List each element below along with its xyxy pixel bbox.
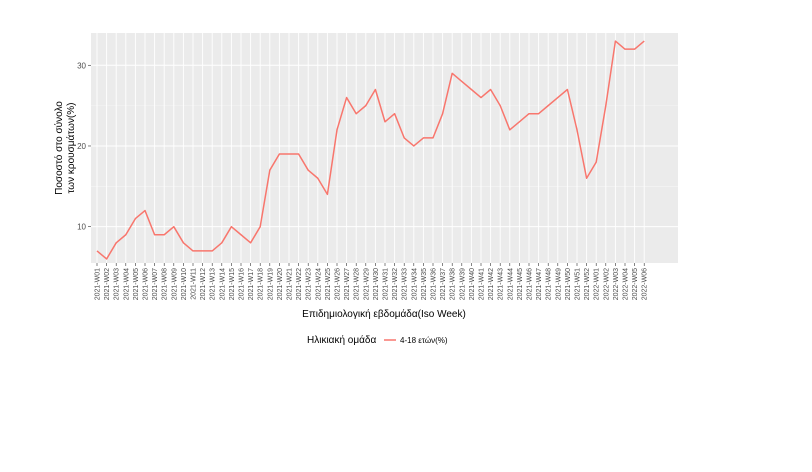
x-tick-label: 2021-W43	[498, 268, 505, 300]
x-tick-label: 2021-W06	[143, 268, 150, 300]
x-axis-title: Επιδημιολογική εβδομάδα(Iso Week)	[302, 308, 466, 320]
x-tick-label: 2021-W30	[373, 268, 380, 300]
x-tick-label: 2021-W23	[306, 268, 313, 300]
x-tick-label: 2021-W12	[200, 268, 207, 300]
x-tick-label: 2021-W17	[248, 268, 255, 300]
x-tick-label: 2022-W04	[623, 268, 630, 300]
x-tick-label: 2021-W28	[354, 268, 361, 300]
x-tick-label: 2021-W50	[565, 268, 572, 300]
x-tick-label: 2022-W01	[594, 268, 601, 300]
x-tick-label: 2021-W07	[152, 268, 159, 300]
x-tick-label: 2021-W48	[546, 268, 553, 300]
x-tick-label: 2021-W44	[507, 268, 514, 300]
x-tick-label: 2021-W10	[181, 268, 188, 300]
x-tick-label: 2021-W41	[479, 268, 486, 300]
x-tick-label: 2022-W02	[603, 268, 610, 300]
x-tick-label: 2022-W05	[632, 268, 639, 300]
x-tick-label: 2021-W45	[517, 268, 524, 300]
x-tick-label: 2021-W47	[536, 268, 543, 300]
plot-panel	[91, 33, 678, 263]
x-tick-label: 2021-W21	[287, 268, 294, 300]
y-axis-title-line-1: Ποσοστό στο σύνολο	[53, 101, 65, 195]
x-tick-label: 2021-W02	[104, 268, 111, 300]
x-tick-label: 2021-W05	[133, 268, 140, 300]
x-tick-label: 2021-W03	[114, 268, 121, 300]
y-axis-ticks: 10 20 30	[77, 61, 91, 232]
x-tick-label: 2021-W13	[210, 268, 217, 300]
y-axis-title-line-2: των κρουσμάτων(%)	[65, 103, 77, 194]
x-tick-label: 2021-W37	[440, 268, 447, 300]
x-tick-label: 2021-W08	[162, 268, 169, 300]
x-tick-label: 2021-W25	[325, 268, 332, 300]
x-tick-label: 2021-W27	[344, 268, 351, 300]
x-tick-label: 2021-W11	[191, 268, 198, 300]
x-tick-label: 2021-W14	[219, 268, 226, 300]
legend: Ηλικιακή ομάδα 4-18 ετών(%)	[307, 334, 448, 346]
x-tick-label: 2021-W51	[575, 268, 582, 300]
y-tick-label: 20	[77, 142, 86, 151]
x-tick-label: 2021-W33	[402, 268, 409, 300]
x-tick-label: 2021-W18	[258, 268, 265, 300]
series-line	[96, 40, 645, 260]
y-tick-label: 10	[77, 223, 86, 232]
x-tick-label: 2021-W49	[555, 268, 562, 300]
x-tick-label: 2021-W20	[277, 268, 284, 300]
x-tick-label: 2021-W09	[171, 268, 178, 300]
x-tick-label: 2021-W26	[335, 268, 342, 300]
legend-label: 4-18 ετών(%)	[400, 336, 448, 345]
legend-title: Ηλικιακή ομάδα	[307, 334, 376, 346]
x-tick-label: 2021-W36	[431, 268, 438, 300]
x-tick-label: 2021-W42	[488, 268, 495, 300]
x-tick-label: 2021-W52	[584, 268, 591, 300]
x-tick-label: 2022-W03	[613, 268, 620, 300]
x-tick-label: 2021-W38	[450, 268, 457, 300]
x-tick-label: 2021-W19	[267, 268, 274, 300]
x-tick-label: 2022-W06	[642, 268, 649, 300]
y-tick-label: 30	[77, 61, 86, 70]
x-tick-label: 2021-W04	[123, 268, 130, 300]
x-tick-label: 2021-W29	[363, 268, 370, 300]
x-tick-label: 2021-W32	[392, 268, 399, 300]
x-tick-label: 2021-W40	[469, 268, 476, 300]
major-gridlines	[91, 33, 678, 263]
x-tick-label: 2021-W22	[296, 268, 303, 300]
x-tick-label: 2021-W34	[411, 268, 418, 300]
x-axis-ticks: 2021-W01 2021-W02 2021-W03 2021-W04 2021-W05…	[95, 263, 649, 300]
x-tick-label: 2021-W35	[421, 268, 428, 300]
x-tick-label: 2021-W46	[527, 268, 534, 300]
y-axis-title: Ποσοστό στο σύνολο των κρουσμάτων(%)	[53, 101, 77, 195]
x-tick-label: 2021-W31	[383, 268, 390, 300]
series-layer	[96, 40, 645, 260]
minor-gridlines	[91, 105, 678, 187]
x-tick-label: 2021-W39	[459, 268, 466, 300]
x-tick-label: 2021-W15	[229, 268, 236, 300]
x-tick-label: 2021-W01	[95, 268, 102, 300]
x-tick-label: 2021-W16	[239, 268, 246, 300]
x-tick-label: 2021-W24	[315, 268, 322, 300]
